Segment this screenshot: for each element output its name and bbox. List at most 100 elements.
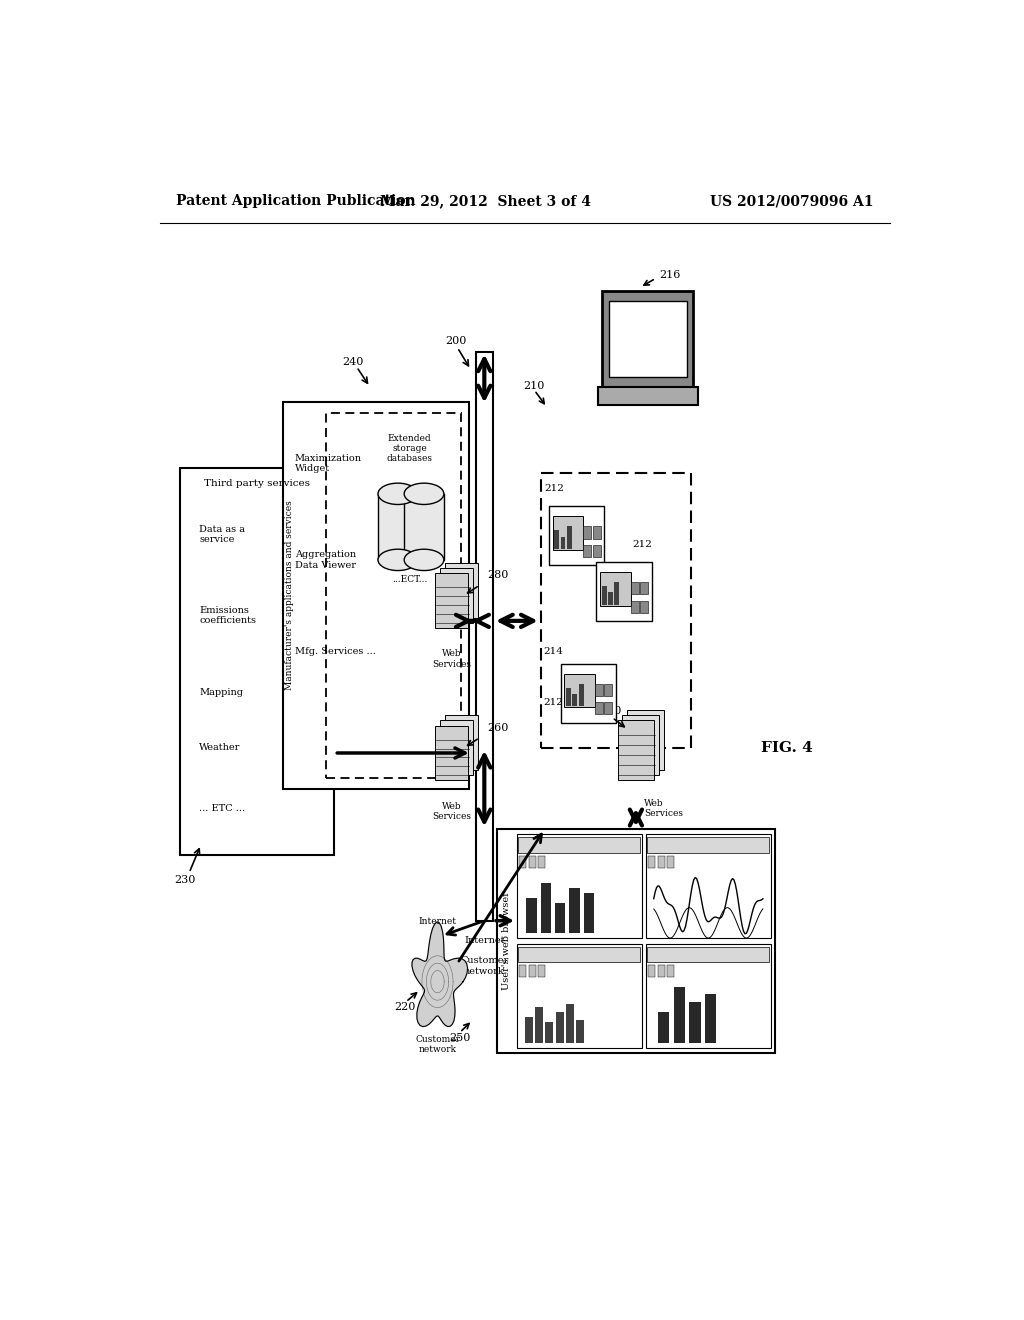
- Text: User's web browser: User's web browser: [502, 891, 511, 990]
- Text: Weather: Weather: [200, 743, 241, 752]
- Bar: [539, 855, 546, 867]
- Bar: [608, 301, 687, 378]
- Text: Aggregation
Data Viewer: Aggregation Data Viewer: [295, 550, 355, 569]
- Bar: [378, 494, 418, 560]
- Bar: [475, 351, 494, 921]
- Text: Extended
storage
databases: Extended storage databases: [387, 433, 433, 463]
- Bar: [497, 829, 775, 1053]
- Text: FIG. 4: FIG. 4: [761, 741, 813, 755]
- Bar: [556, 1012, 563, 1043]
- Text: 212: 212: [543, 698, 563, 706]
- Bar: [553, 516, 583, 549]
- Text: Data as a
service: Data as a service: [200, 525, 246, 544]
- Bar: [648, 965, 655, 977]
- Bar: [549, 506, 604, 565]
- Bar: [539, 965, 546, 977]
- Text: Web
Services: Web Services: [644, 799, 683, 818]
- Bar: [583, 545, 591, 557]
- Bar: [646, 944, 771, 1048]
- Bar: [517, 944, 642, 1048]
- Text: Internet: Internet: [464, 936, 505, 945]
- Text: 212: 212: [545, 484, 564, 494]
- Text: 230: 230: [174, 875, 196, 884]
- Text: 240: 240: [342, 356, 364, 367]
- Bar: [600, 572, 631, 606]
- Bar: [519, 855, 526, 867]
- Bar: [546, 1022, 553, 1043]
- Text: 260: 260: [487, 722, 509, 733]
- Bar: [640, 582, 648, 594]
- Polygon shape: [623, 714, 659, 775]
- Bar: [584, 892, 594, 933]
- Text: Customer
network: Customer network: [415, 1035, 460, 1053]
- Bar: [596, 562, 652, 620]
- Bar: [674, 987, 685, 1043]
- Bar: [593, 527, 600, 539]
- Bar: [577, 1020, 585, 1043]
- Bar: [608, 593, 613, 605]
- Bar: [560, 536, 565, 549]
- Polygon shape: [440, 721, 473, 775]
- Bar: [668, 855, 675, 867]
- Text: 212: 212: [632, 540, 652, 549]
- Bar: [602, 586, 606, 605]
- Text: 250: 250: [450, 1032, 471, 1043]
- Bar: [555, 903, 565, 933]
- Bar: [567, 527, 571, 549]
- Bar: [524, 1018, 532, 1043]
- Bar: [583, 527, 591, 539]
- Bar: [517, 834, 642, 939]
- Bar: [528, 965, 536, 977]
- Bar: [602, 290, 693, 387]
- Polygon shape: [440, 568, 473, 623]
- Bar: [518, 946, 640, 962]
- Text: 216: 216: [659, 271, 681, 280]
- Bar: [519, 965, 526, 977]
- Bar: [569, 887, 580, 933]
- Polygon shape: [444, 715, 478, 771]
- Bar: [657, 855, 665, 867]
- Polygon shape: [435, 726, 468, 780]
- Bar: [631, 582, 639, 594]
- Text: 260: 260: [600, 706, 622, 717]
- Bar: [541, 883, 551, 933]
- Polygon shape: [435, 573, 468, 628]
- Ellipse shape: [378, 549, 418, 570]
- Bar: [595, 684, 603, 696]
- Bar: [179, 469, 334, 854]
- Text: Customer
network: Customer network: [460, 956, 509, 975]
- Polygon shape: [412, 921, 468, 1027]
- Text: ...ECT...: ...ECT...: [392, 576, 427, 585]
- Text: 214: 214: [543, 647, 563, 656]
- Bar: [528, 855, 536, 867]
- Ellipse shape: [404, 483, 443, 504]
- Bar: [327, 412, 461, 779]
- Bar: [566, 688, 570, 706]
- Bar: [614, 582, 620, 605]
- Bar: [640, 601, 648, 612]
- Text: Emissions
coefficients: Emissions coefficients: [200, 606, 256, 626]
- Ellipse shape: [404, 549, 443, 570]
- Text: 200: 200: [445, 337, 467, 346]
- Polygon shape: [627, 710, 664, 770]
- Bar: [566, 1005, 574, 1043]
- Bar: [604, 702, 612, 714]
- Bar: [595, 702, 603, 714]
- Text: Internet: Internet: [419, 917, 457, 925]
- Text: Maximization
Widget: Maximization Widget: [295, 454, 361, 473]
- Text: ... ETC ...: ... ETC ...: [200, 804, 246, 813]
- Bar: [404, 494, 443, 560]
- Text: US 2012/0079096 A1: US 2012/0079096 A1: [711, 194, 873, 209]
- Text: Web
Services: Web Services: [432, 801, 471, 821]
- Bar: [554, 531, 559, 549]
- Bar: [648, 855, 655, 867]
- Text: 220: 220: [394, 1002, 415, 1012]
- Bar: [564, 673, 595, 708]
- Bar: [560, 664, 616, 722]
- Text: 280: 280: [487, 570, 509, 579]
- Bar: [541, 474, 691, 748]
- Text: Mapping: Mapping: [200, 688, 244, 697]
- Bar: [657, 1012, 669, 1043]
- Bar: [646, 834, 771, 939]
- Bar: [706, 994, 717, 1043]
